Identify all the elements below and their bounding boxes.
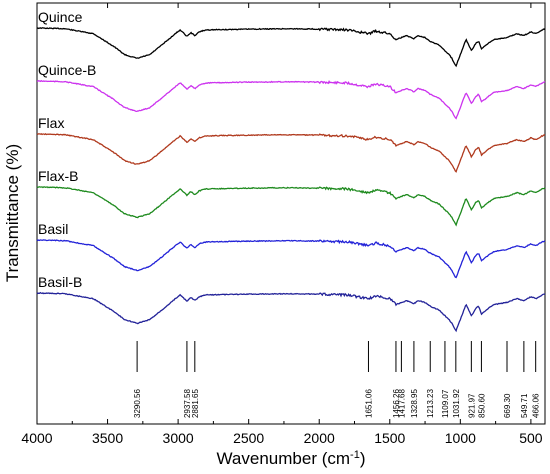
series-basil: Basil <box>36 221 546 279</box>
series-label: Flax-B <box>38 168 78 184</box>
x-tick-label: 2000 <box>304 430 335 446</box>
series-quince-b: Quince-B <box>36 62 546 120</box>
peak-label: 2937.58 <box>183 389 192 418</box>
series-line <box>36 291 546 333</box>
x-tick-label: 3500 <box>92 430 123 446</box>
series-line <box>36 27 546 68</box>
series-label: Quince-B <box>38 62 96 78</box>
x-axis-label: Wavenumber (cm-1) <box>217 449 366 468</box>
peak-label: 2881.65 <box>191 389 200 418</box>
series-layer: Quince Quince-B Flax Flax-B Basil Basil-B <box>36 9 546 333</box>
x-tick-label: 2500 <box>233 430 264 446</box>
peak-label: 921.97 <box>467 393 476 418</box>
peak-label: 669.30 <box>503 393 512 418</box>
x-tick-label: 3000 <box>163 430 194 446</box>
y-axis-label: Transmittance (%) <box>3 144 22 282</box>
series-line <box>36 239 546 279</box>
peak-label: 1456.26 <box>392 389 401 418</box>
series-line <box>36 79 546 120</box>
peak-label: 1213.23 <box>426 389 435 418</box>
series-quince: Quince <box>36 9 546 68</box>
series-label: Quince <box>38 9 83 25</box>
series-label: Basil <box>38 221 68 237</box>
peak-label: 1417.68 <box>397 389 406 418</box>
peak-label: 1651.06 <box>364 389 373 418</box>
series-line <box>36 186 546 227</box>
peak-label: 3290.56 <box>133 389 142 418</box>
series-flax: Flax <box>36 115 546 173</box>
series-label: Basil-B <box>38 274 82 290</box>
x-axis: 4000 3500 3000 2500 2000 1500 1000 500 <box>21 3 543 446</box>
plot-frame <box>36 2 546 425</box>
peak-label: 466.06 <box>532 393 541 418</box>
x-tick-label: 1500 <box>374 430 405 446</box>
series-label: Flax <box>38 115 64 131</box>
series-line <box>36 132 546 173</box>
peak-label: 1031.92 <box>452 389 461 418</box>
series-flax-b: Flax-B <box>36 168 546 227</box>
peak-label: 1328.95 <box>410 389 419 418</box>
series-basil-b: Basil-B <box>36 274 546 333</box>
x-tick-label: 1000 <box>445 430 476 446</box>
peak-label: 549.71 <box>520 393 529 418</box>
peak-label: 850.60 <box>477 393 486 418</box>
x-tick-label: 500 <box>519 430 543 446</box>
x-tick-label: 4000 <box>21 430 52 446</box>
peak-label: 1109.07 <box>441 389 450 418</box>
